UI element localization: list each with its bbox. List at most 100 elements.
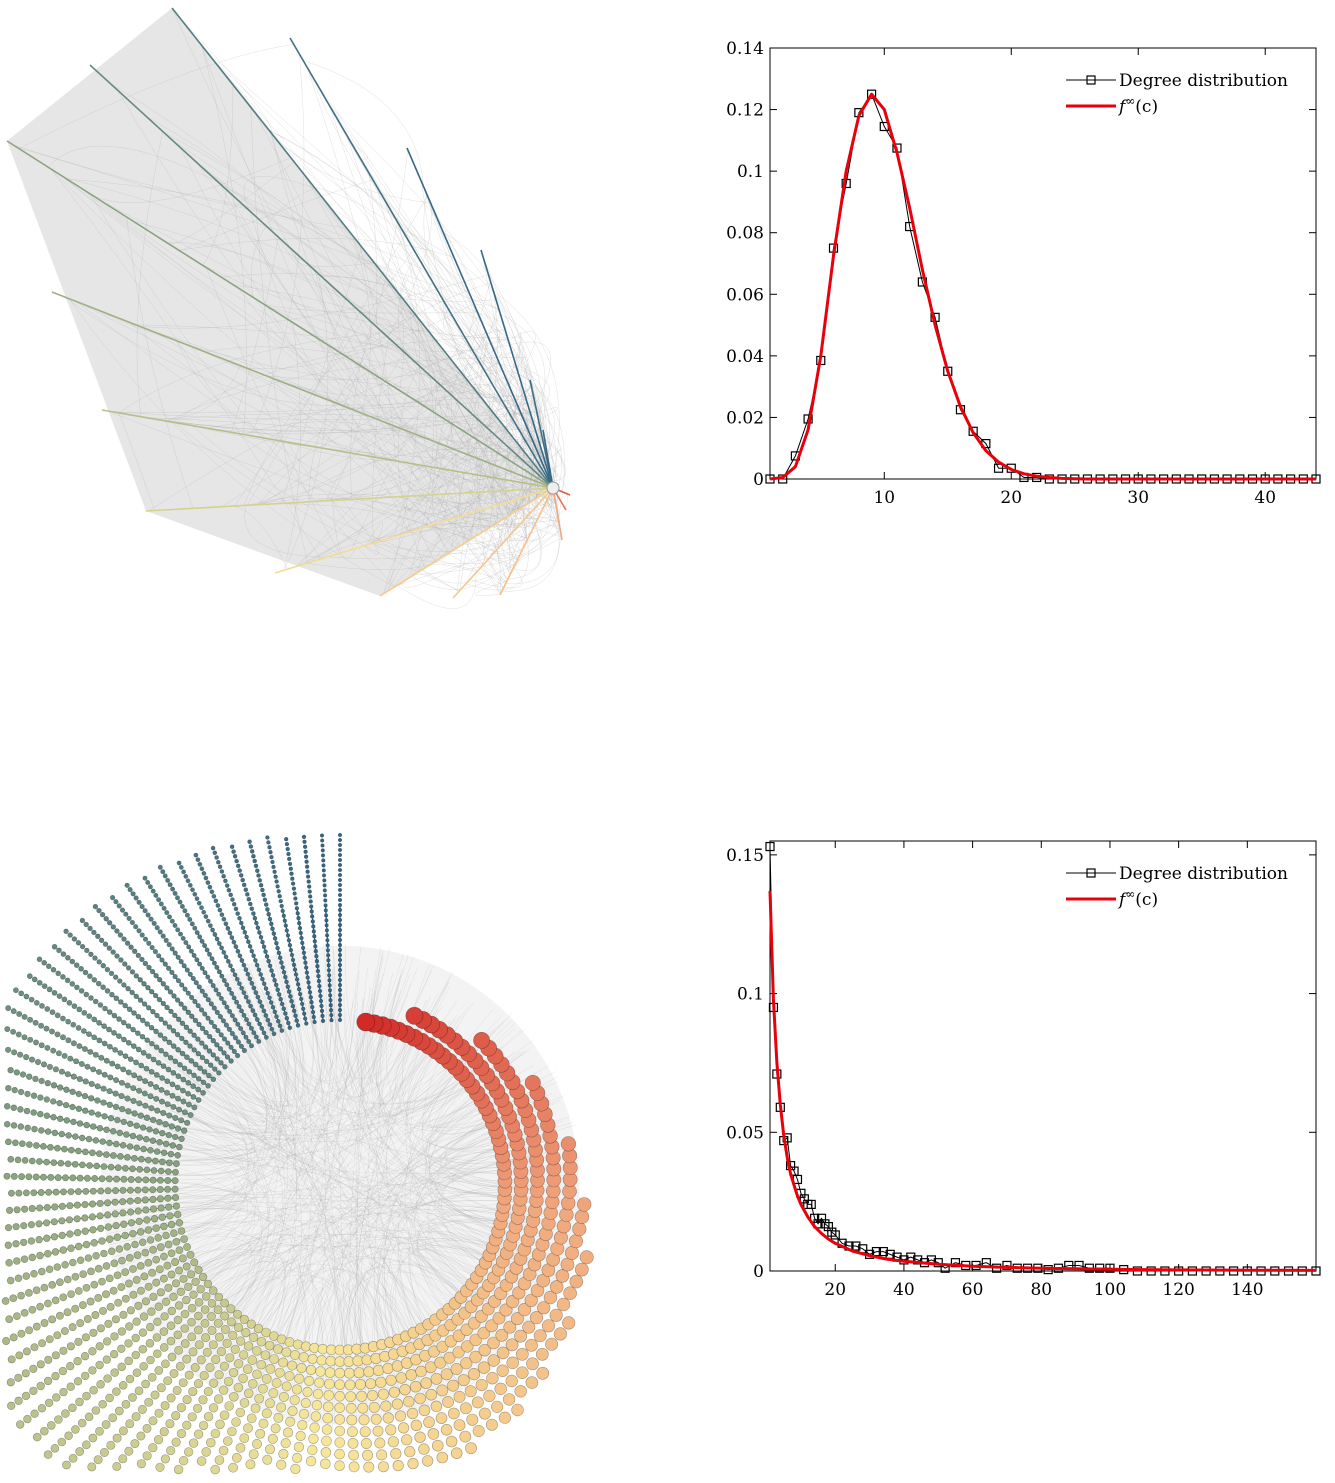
network-node [232, 1035, 238, 1041]
network-node [302, 839, 307, 845]
network-node [219, 1361, 229, 1371]
network-node [267, 916, 273, 922]
network-node [238, 1373, 248, 1384]
network-node [192, 925, 198, 931]
network-node [63, 1308, 72, 1317]
network-node [153, 1148, 161, 1155]
network-node [52, 1393, 61, 1402]
network-node [44, 1299, 52, 1308]
network-node [113, 1077, 120, 1084]
network-node [82, 1148, 89, 1156]
network-node [159, 957, 165, 963]
network-node [130, 1097, 137, 1105]
network-node [137, 1155, 145, 1163]
network-node [126, 1197, 134, 1205]
network-node [21, 1156, 29, 1164]
network-node [245, 892, 250, 897]
network-node [236, 1004, 242, 1010]
network-node [121, 1294, 130, 1303]
network-node [220, 1298, 230, 1308]
network-node [21, 1013, 28, 1020]
network-node [252, 1438, 263, 1449]
network-node [345, 1402, 357, 1414]
network-node [217, 1046, 224, 1052]
network-node [123, 1242, 131, 1251]
network-node [23, 1107, 31, 1115]
network-node [248, 844, 254, 849]
network-node [18, 1140, 26, 1148]
network-node [220, 1311, 230, 1321]
network-node [37, 1094, 44, 1101]
network-node [530, 1283, 545, 1298]
network-node [149, 989, 155, 995]
network-node [153, 1044, 160, 1051]
network-node [246, 1413, 257, 1424]
network-node [563, 1286, 577, 1301]
network-node [48, 1315, 57, 1324]
network-node [142, 875, 148, 881]
network-node [184, 1119, 191, 1126]
y-tick-label: 0.15 [726, 846, 764, 866]
network-node [228, 963, 233, 969]
network-node [93, 1162, 101, 1170]
network-node [247, 944, 253, 949]
hub-spoke [289, 37, 554, 489]
network-node [154, 1233, 162, 1242]
network-node [194, 1297, 204, 1307]
network-node [246, 896, 252, 902]
network-node [337, 932, 343, 938]
network-node [179, 1035, 185, 1042]
network-node [138, 1328, 148, 1337]
network-node [505, 1338, 519, 1352]
network-node [562, 1316, 576, 1330]
network-node [153, 973, 159, 979]
network-node [1, 1297, 10, 1305]
network-node [60, 974, 66, 980]
network-node [152, 1128, 160, 1135]
network-node [266, 840, 271, 845]
network-node [176, 1106, 183, 1113]
network-node [117, 1327, 127, 1336]
network-node [289, 1395, 300, 1406]
network-node [160, 1222, 168, 1231]
network-node [51, 1296, 60, 1305]
network-node [313, 949, 318, 954]
network-node [98, 937, 105, 944]
network-node [183, 1447, 194, 1457]
network-node [148, 1024, 155, 1031]
network-node [260, 887, 265, 893]
network-node [156, 1176, 164, 1184]
network-node [208, 1286, 218, 1295]
network-node [56, 947, 62, 954]
network-node [275, 987, 281, 993]
network-node [254, 868, 260, 873]
network-node [169, 969, 175, 976]
network-node [324, 923, 329, 928]
network-node [294, 906, 300, 911]
network-node [74, 1287, 83, 1295]
network-node [142, 908, 148, 914]
network-node [246, 1319, 256, 1329]
network-node [54, 1031, 61, 1038]
network-node [27, 1036, 34, 1043]
network-node [200, 1089, 206, 1096]
network-node [291, 962, 297, 967]
network-node [134, 1386, 144, 1396]
network-node [232, 972, 238, 978]
network-node [114, 1164, 122, 1172]
network-node [337, 842, 343, 848]
network-node [80, 1028, 87, 1034]
network-node [299, 935, 304, 941]
network-node [291, 1384, 303, 1395]
network-node [9, 1294, 18, 1303]
network-node [201, 909, 207, 915]
network-node [327, 978, 332, 983]
network-node [219, 869, 225, 874]
network-node [232, 1017, 238, 1023]
network-node [320, 853, 326, 858]
network-node [172, 1168, 179, 1176]
network-node [117, 932, 124, 938]
network-node [122, 961, 128, 967]
network-node [159, 1274, 168, 1283]
network-node [182, 1262, 191, 1271]
